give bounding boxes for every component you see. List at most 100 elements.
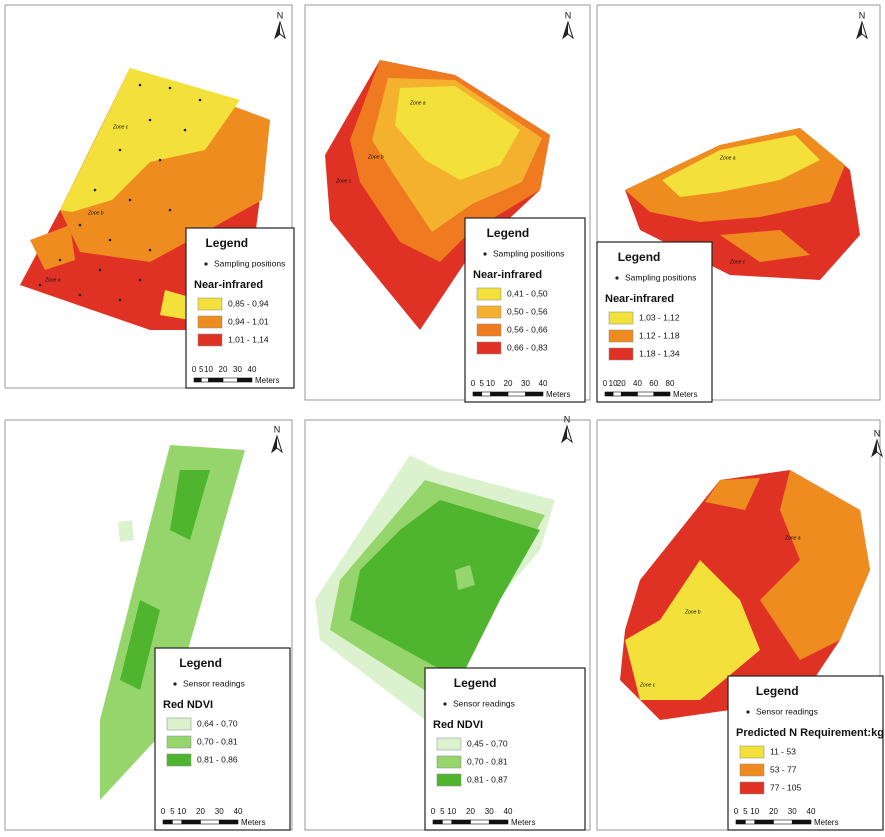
scale-tick-label: 10 <box>750 807 759 816</box>
scale-segment <box>452 820 471 824</box>
scale-segment <box>792 820 811 824</box>
scale-segment <box>201 820 220 824</box>
scale-segment <box>526 392 544 396</box>
scale-tick-label: 40 <box>807 807 816 816</box>
legend-class-label: 0,81 - 0,87 <box>467 774 508 784</box>
legend-layer-title: Red NDVI <box>433 719 483 731</box>
scale-tick-label: 20 <box>466 807 475 816</box>
legend-title: Legend <box>205 236 248 250</box>
legend-swatch <box>609 348 633 360</box>
scale-segment <box>605 392 613 396</box>
legend-point <box>204 262 207 265</box>
sampling-point <box>129 199 132 202</box>
zone-label: Zone a <box>719 155 736 161</box>
scale-segment <box>774 820 793 824</box>
legend-class-label: 0,66 - 0,83 <box>507 342 548 352</box>
scale-tick-label: 0 <box>431 807 436 816</box>
sampling-point <box>159 159 162 162</box>
legend-swatch <box>477 324 501 336</box>
zone-label: Zone c <box>729 259 746 265</box>
north-label: N <box>859 10 866 20</box>
legend-swatch <box>198 334 222 346</box>
legend-class-label: 0,81 - 0,86 <box>197 754 238 764</box>
legend-layer-title: Near-infrared <box>194 279 263 291</box>
scale-segment <box>755 820 774 824</box>
legend-swatch <box>740 746 764 758</box>
legend-class-label: 0,41 - 0,50 <box>507 288 548 298</box>
zone-label: Zone a <box>409 100 426 106</box>
sampling-point <box>139 84 142 87</box>
legend-point-label: Sensor readings <box>756 706 818 716</box>
scale-segment <box>172 820 181 824</box>
scale-segment <box>736 820 745 824</box>
legend-swatch <box>740 782 764 794</box>
sampling-point <box>79 224 82 227</box>
scale-segment <box>482 392 491 396</box>
legend-swatch <box>167 754 191 766</box>
legend-layer-title: Near-infrared <box>473 269 542 281</box>
scale-tick-label: 0 <box>192 365 197 374</box>
legend-point <box>483 252 486 255</box>
scale-unit: Meters <box>511 818 535 827</box>
scale-tick-label: 30 <box>788 807 797 816</box>
legend-point <box>443 702 446 705</box>
legend-class-label: 0,45 - 0,70 <box>467 738 508 748</box>
scale-tick-label: 40 <box>539 379 548 388</box>
scale-unit: Meters <box>814 818 838 827</box>
scale-segment <box>473 392 482 396</box>
scale-unit: Meters <box>255 376 279 385</box>
scale-tick-label: 10 <box>204 365 213 374</box>
legend-class-label: 0,70 - 0,81 <box>467 756 508 766</box>
scale-tick-label: 20 <box>196 807 205 816</box>
legend-point-label: Sampling positions <box>625 272 696 282</box>
scale-segment <box>508 392 526 396</box>
legend-class-label: 0,56 - 0,66 <box>507 324 548 334</box>
sampling-point <box>94 189 97 192</box>
scale-unit: Meters <box>546 390 570 399</box>
scale-segment <box>219 820 238 824</box>
legend-point-label: Sampling positions <box>214 258 285 268</box>
scale-segment <box>223 378 238 382</box>
legend-swatch <box>477 306 501 318</box>
legend-point <box>173 682 176 685</box>
scale-segment <box>201 378 208 382</box>
scale-tick-label: 5 <box>440 807 445 816</box>
scale-tick-label: 40 <box>248 365 257 374</box>
sampling-point <box>99 269 102 272</box>
legend-class-label: 0,94 - 1,01 <box>228 316 269 326</box>
legend-layer-title: Near-infrared <box>605 293 674 305</box>
scale-tick-label: 0 <box>734 807 739 816</box>
sampling-point <box>109 239 112 242</box>
north-label: N <box>277 10 284 20</box>
scale-tick-label: 30 <box>233 365 242 374</box>
legend-class-label: 53 - 77 <box>770 764 797 774</box>
map-panel: Zone aZone cNLegendSampling positionsNea… <box>597 5 880 402</box>
scale-tick-label: 40 <box>504 807 513 816</box>
legend-swatch <box>740 764 764 776</box>
map-panel: Zone aZone bZone cNLegendSampling positi… <box>305 5 590 402</box>
zone-label: Zone b <box>684 609 701 615</box>
legend-swatch <box>477 342 501 354</box>
scale-segment <box>621 392 637 396</box>
legend-layer-title: Predicted N Requirement:kg / ha <box>736 727 885 739</box>
scale-segment <box>442 820 451 824</box>
legend-point-label: Sampling positions <box>493 248 564 258</box>
scale-tick-label: 80 <box>666 379 675 388</box>
scale-unit: Meters <box>241 818 265 827</box>
legend-class-label: 1,03 - 1,12 <box>639 312 680 322</box>
scale-segment <box>194 378 201 382</box>
zone-label: Zone b <box>87 210 104 216</box>
scale-segment <box>238 378 253 382</box>
zone-label: Zone a <box>44 277 61 283</box>
north-label: N <box>874 428 881 438</box>
legend-class-label: 77 - 105 <box>770 782 801 792</box>
sampling-point <box>169 87 172 90</box>
scale-tick-label: 0 <box>603 379 608 388</box>
legend-title: Legend <box>756 684 799 698</box>
scale-segment <box>433 820 442 824</box>
legend-point <box>615 276 618 279</box>
legend-class-label: 0,50 - 0,56 <box>507 306 548 316</box>
scale-segment <box>491 392 509 396</box>
legend-swatch <box>609 330 633 342</box>
scale-segment <box>209 378 224 382</box>
